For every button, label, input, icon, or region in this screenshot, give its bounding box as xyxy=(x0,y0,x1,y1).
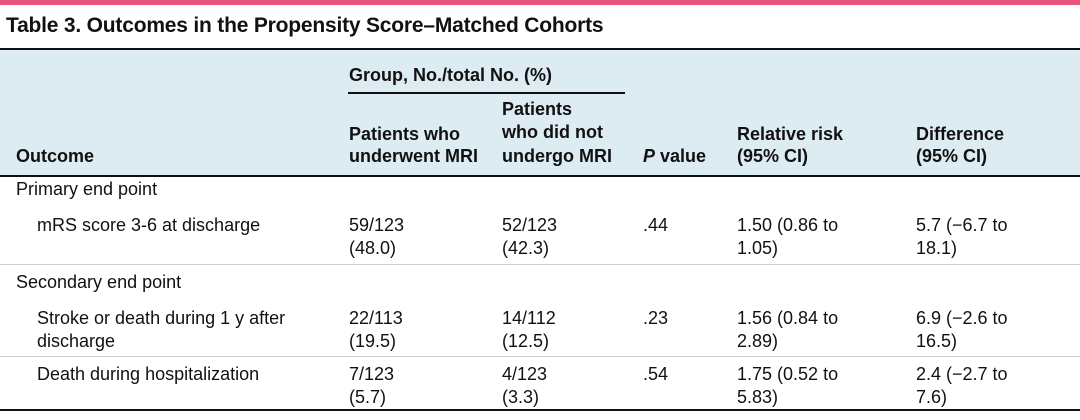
column-header-outcome: Outcome xyxy=(16,146,95,166)
column-header-mri-line1: Patients who xyxy=(349,124,461,144)
section-label-primary: Primary end point xyxy=(16,179,158,199)
row-p-value: .44 xyxy=(643,215,669,235)
row-mri-count: 7/123 xyxy=(349,364,395,384)
column-header-p-value: P value xyxy=(643,145,706,167)
accent-top-rule xyxy=(0,0,1080,5)
row-no-mri-count: 4/123 xyxy=(502,364,548,384)
column-header-rr-line1: Relative risk xyxy=(737,124,844,144)
row-diff-line2: 7.6) xyxy=(916,387,948,407)
row-mri-percent: (19.5) xyxy=(349,331,397,351)
row-mri-percent: (48.0) xyxy=(349,238,397,258)
column-header-mri-line2: underwent MRI xyxy=(349,146,478,166)
table-header-background xyxy=(0,50,1080,175)
row-diff-line1: 6.9 (−2.6 to xyxy=(916,308,1008,328)
column-header-rr-line2: (95% CI) xyxy=(737,146,809,166)
row-no-mri-count: 14/112 xyxy=(502,308,556,328)
row-divider xyxy=(0,356,1080,357)
column-header-no-mri-line1: Patients xyxy=(502,99,573,119)
row-diff-line1: 2.4 (−2.7 to xyxy=(916,364,1008,384)
group-header: Group, No./total No. (%) xyxy=(349,65,552,85)
row-no-mri-percent: (12.5) xyxy=(502,331,550,351)
title-divider xyxy=(0,48,1080,50)
row-diff-line2: 16.5) xyxy=(916,331,958,351)
row-mri-percent: (5.7) xyxy=(349,387,387,407)
row-outcome: mRS score 3-6 at discharge xyxy=(37,215,261,235)
row-mri-count: 59/123 xyxy=(349,215,405,235)
header-divider xyxy=(0,175,1080,177)
p-value-label-rest: value xyxy=(655,146,707,166)
row-no-mri-count: 52/123 xyxy=(502,215,558,235)
p-value-italic-p: P xyxy=(643,146,656,166)
row-rr-line2: 1.05) xyxy=(737,238,779,258)
row-outcome-line2: discharge xyxy=(37,331,116,351)
section-divider xyxy=(0,264,1080,265)
column-header-no-mri-line2: who did not xyxy=(502,122,603,142)
row-outcome-line1: Stroke or death during 1 y after xyxy=(37,308,286,328)
row-rr-line2: 2.89) xyxy=(737,331,779,351)
row-outcome: Death during hospitalization xyxy=(37,364,260,384)
row-diff-line2: 18.1) xyxy=(916,238,958,258)
column-header-diff-line1: Difference xyxy=(916,124,1005,144)
row-p-value: .54 xyxy=(643,364,669,384)
table-bottom-rule xyxy=(0,409,1080,411)
row-no-mri-percent: (42.3) xyxy=(502,238,550,258)
row-rr-line1: 1.50 (0.86 to xyxy=(737,215,839,235)
group-header-rule xyxy=(348,92,625,94)
table-title: Table 3. Outcomes in the Propensity Scor… xyxy=(6,14,604,37)
row-diff-line1: 5.7 (−6.7 to xyxy=(916,215,1008,235)
row-no-mri-percent: (3.3) xyxy=(502,387,540,407)
row-mri-count: 22/113 xyxy=(349,308,403,328)
row-rr-line2: 5.83) xyxy=(737,387,779,407)
column-header-diff-line2: (95% CI) xyxy=(916,146,988,166)
row-rr-line1: 1.75 (0.52 to xyxy=(737,364,839,384)
section-label-secondary: Secondary end point xyxy=(16,272,182,292)
row-rr-line1: 1.56 (0.84 to xyxy=(737,308,839,328)
column-header-no-mri-line3: undergo MRI xyxy=(502,146,612,166)
row-p-value: .23 xyxy=(643,308,669,328)
